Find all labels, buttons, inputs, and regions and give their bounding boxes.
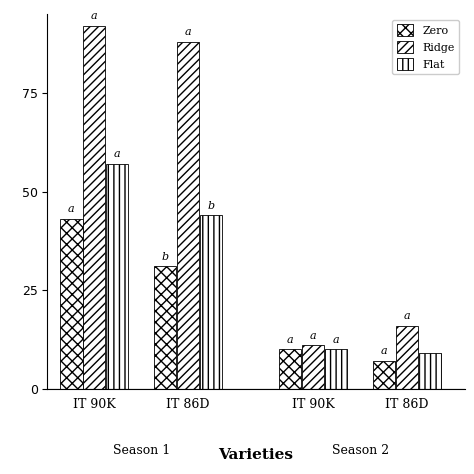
- Text: a: a: [114, 149, 120, 159]
- Bar: [200, 215, 222, 389]
- Text: a: a: [91, 11, 98, 21]
- Bar: [396, 326, 418, 389]
- Bar: [106, 164, 128, 389]
- Text: a: a: [68, 204, 75, 214]
- Bar: [83, 26, 105, 389]
- Text: a: a: [333, 335, 339, 345]
- Text: a: a: [287, 335, 294, 345]
- Bar: [325, 349, 347, 389]
- Bar: [419, 353, 441, 389]
- Bar: [177, 42, 199, 389]
- Text: a: a: [381, 346, 388, 356]
- Bar: [60, 219, 82, 389]
- Text: Season 1: Season 1: [113, 444, 170, 457]
- X-axis label: Varieties: Varieties: [219, 447, 293, 462]
- Text: Season 2: Season 2: [332, 444, 389, 457]
- Bar: [279, 349, 301, 389]
- Text: b: b: [162, 252, 169, 262]
- Bar: [302, 346, 324, 389]
- Text: a: a: [404, 311, 410, 321]
- Bar: [373, 361, 395, 389]
- Text: a: a: [185, 27, 191, 37]
- Legend: Zero, Ridge, Flat: Zero, Ridge, Flat: [392, 20, 459, 74]
- Bar: [154, 266, 176, 389]
- Text: b: b: [208, 201, 215, 210]
- Text: a: a: [310, 330, 317, 341]
